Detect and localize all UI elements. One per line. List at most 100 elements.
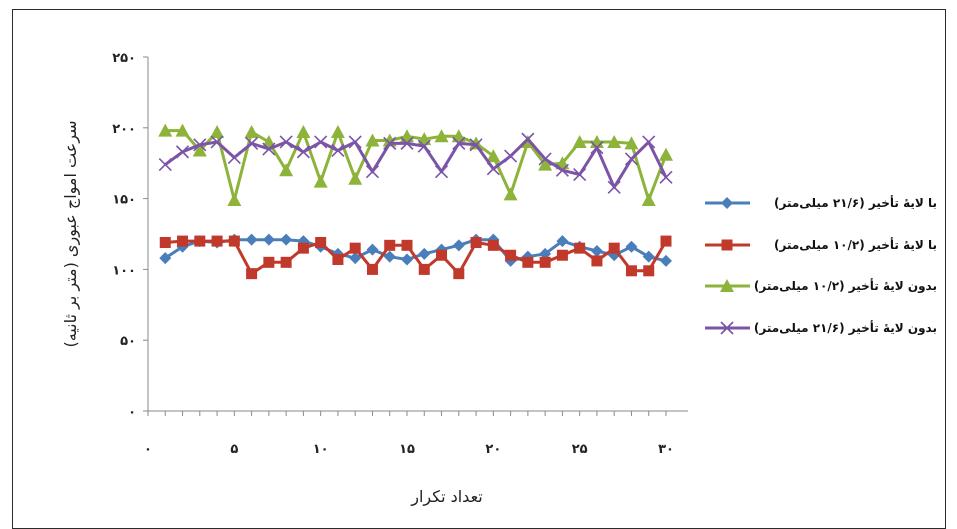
- data-point: [452, 136, 466, 150]
- data-point: [486, 149, 501, 163]
- data-point: [452, 239, 465, 252]
- data-point: [177, 235, 189, 247]
- x-tick-label: ۳۰: [658, 442, 674, 457]
- data-point: [210, 125, 225, 139]
- data-point: [296, 125, 311, 139]
- legend-label: بدون لایهٔ تأخیر (۲۱/۶ میلی‌متر): [754, 320, 937, 336]
- data-point: [608, 242, 620, 254]
- data-point: [659, 147, 673, 161]
- legend: با لایهٔ تأخیر (۲۱/۶ میلی‌متر) با لایهٔ ت…: [705, 195, 937, 336]
- series-4: [158, 132, 673, 194]
- y-tick-label: ۱۵۰: [112, 193, 136, 208]
- data-point: [193, 138, 207, 152]
- data-point: [314, 135, 328, 149]
- data-point: [330, 125, 345, 139]
- data-point: [401, 253, 413, 266]
- legend-swatch-marker: [720, 321, 734, 335]
- y-tick-label: ۲۰۰: [112, 122, 136, 137]
- legend-item: با لایهٔ تأخیر (۲۱/۶ میلی‌متر): [705, 195, 937, 210]
- data-point: [418, 247, 431, 260]
- x-axis-title: تعداد تکرار: [410, 487, 483, 507]
- data-point: [349, 252, 362, 265]
- data-point: [607, 134, 622, 148]
- legend-label: با لایهٔ تأخیر (۱۰/۲ میلی‌متر): [774, 237, 937, 252]
- data-point: [401, 239, 413, 251]
- y-tick-label: ۲۵۰: [112, 51, 136, 66]
- data-point: [573, 167, 587, 182]
- series-layer: [158, 123, 673, 280]
- data-point: [366, 263, 378, 275]
- data-point: [556, 235, 569, 248]
- data-point: [331, 143, 345, 158]
- data-point: [641, 193, 656, 207]
- data-point: [417, 139, 431, 153]
- data-point: [590, 141, 604, 155]
- data-point: [192, 143, 207, 157]
- data-point: [384, 239, 396, 251]
- data-point: [262, 142, 276, 156]
- data-point: [625, 265, 637, 277]
- data-point: [263, 256, 275, 268]
- data-point: [625, 240, 638, 253]
- data-point: [383, 136, 397, 150]
- data-point: [572, 134, 587, 148]
- data-point: [642, 250, 655, 263]
- data-point: [436, 249, 448, 261]
- data-point: [539, 256, 551, 268]
- data-point: [280, 256, 292, 268]
- data-point: [591, 255, 603, 267]
- data-point: [365, 133, 380, 147]
- x-tick-label: ۰: [144, 442, 152, 457]
- legend-swatch-marker: [721, 239, 733, 251]
- data-point: [175, 145, 190, 159]
- legend-label: با لایهٔ تأخیر (۲۱/۶ میلی‌متر): [774, 195, 937, 210]
- data-point: [194, 235, 206, 247]
- y-axis-title: سرعت امواج عبوری (متر بر ثانیه): [61, 120, 81, 347]
- data-point: [280, 233, 293, 246]
- data-point: [487, 239, 499, 251]
- data-point: [279, 163, 294, 177]
- legend-item: بدون لایهٔ تأخیر (۲۱/۶ میلی‌متر): [705, 320, 937, 336]
- data-point: [660, 235, 672, 247]
- data-point: [227, 150, 241, 165]
- data-point: [590, 244, 603, 257]
- data-point: [434, 165, 449, 179]
- x-tick-label: ۲۵: [572, 442, 588, 457]
- data-point: [158, 158, 172, 172]
- y-tick-label: ۵۰: [120, 334, 136, 349]
- data-point: [365, 165, 380, 179]
- data-point: [228, 235, 240, 247]
- series-line: [165, 129, 668, 202]
- data-point: [296, 145, 310, 159]
- data-point: [503, 187, 518, 201]
- data-point: [245, 233, 258, 246]
- data-point: [332, 253, 344, 265]
- y-ticks: ۰ ۵۰ ۱۰۰ ۱۵۰ ۲۰۰ ۲۵۰: [112, 51, 148, 420]
- data-point: [400, 136, 414, 150]
- data-point: [453, 268, 465, 280]
- chart-frame: [12, 9, 946, 529]
- data-point: [211, 235, 223, 247]
- legend-item: با لایهٔ تأخیر (۱۰/۲ میلی‌متر): [705, 237, 937, 252]
- data-point: [574, 242, 586, 254]
- data-point: [227, 193, 242, 207]
- data-point: [158, 123, 173, 137]
- data-point: [434, 129, 449, 143]
- data-point: [366, 243, 379, 256]
- data-point: [348, 171, 363, 185]
- data-point: [643, 265, 655, 277]
- data-point: [522, 256, 534, 268]
- data-point: [246, 268, 258, 280]
- data-point: [315, 236, 327, 248]
- legend-swatch-marker: [721, 197, 733, 209]
- data-point: [607, 180, 621, 194]
- data-point: [486, 162, 500, 176]
- data-point: [505, 249, 517, 261]
- legend-item: بدون لایهٔ تأخیر (۱۰/۲ میلی‌متر): [705, 278, 937, 294]
- x-ticks: ۰ ۵ ۱۰ ۱۵ ۲۰ ۲۵ ۳۰: [144, 411, 674, 457]
- y-tick-label: ۱۰۰: [112, 263, 136, 278]
- data-point: [210, 135, 224, 149]
- data-point: [660, 254, 672, 267]
- data-point: [659, 170, 673, 184]
